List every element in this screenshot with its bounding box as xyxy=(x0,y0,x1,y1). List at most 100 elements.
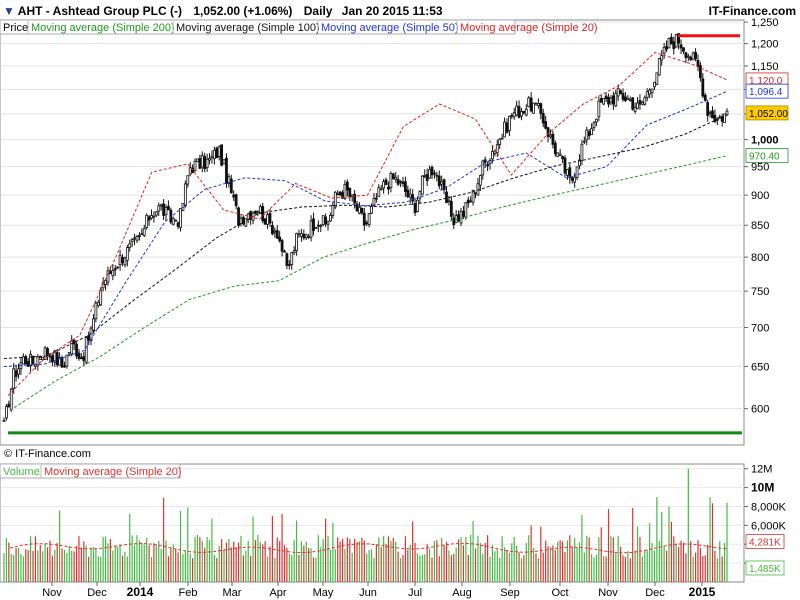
price-tick-label: 650 xyxy=(751,362,769,374)
candle-body xyxy=(486,164,490,167)
price-value-badge-text: 970.40 xyxy=(749,151,780,162)
candle-body xyxy=(495,144,499,154)
candle-body xyxy=(75,343,78,357)
candle-body xyxy=(215,147,219,159)
candle-body xyxy=(38,357,42,360)
candle-body xyxy=(648,89,652,95)
candle-body xyxy=(142,228,146,237)
candle-body xyxy=(459,210,463,224)
candle-body xyxy=(43,347,47,361)
candle-body xyxy=(626,97,630,100)
candle-body xyxy=(140,233,144,236)
candle-body xyxy=(254,210,257,214)
candle-body xyxy=(133,237,136,240)
candle-body xyxy=(341,192,344,199)
price-value-labels: 1,120.01,096.4 1,052.00 970.40 xyxy=(745,72,789,163)
candle-body xyxy=(677,33,681,44)
candle-body xyxy=(411,194,415,202)
price-tick-label: 850 xyxy=(751,220,769,232)
candle-body xyxy=(188,167,192,175)
candle-body xyxy=(287,264,291,267)
price-tick-label: 800 xyxy=(751,252,769,264)
candle-body xyxy=(483,159,487,163)
candle-body xyxy=(111,269,115,277)
candle-body xyxy=(292,250,296,254)
price-tick-label: 600 xyxy=(751,404,769,416)
volume-legend-item: Moving average (Simple 20) xyxy=(44,466,182,478)
candle-body xyxy=(691,52,695,61)
candle-body xyxy=(152,215,156,218)
header-bar xyxy=(0,0,800,20)
candle-body xyxy=(338,191,342,196)
candle-body xyxy=(55,352,59,366)
candle-body xyxy=(92,318,95,331)
candle-body xyxy=(336,193,340,196)
candle-body xyxy=(138,235,141,237)
candle-body xyxy=(26,361,30,367)
candle-body xyxy=(491,151,494,160)
volume-tick-label: 6,000K xyxy=(751,520,787,532)
time-tick-label: Jun xyxy=(359,587,377,599)
candle-body xyxy=(145,214,149,228)
candle-body xyxy=(582,140,586,143)
candle-body xyxy=(425,174,429,182)
candle-body xyxy=(164,207,168,216)
candle-body xyxy=(580,143,584,161)
candle-body xyxy=(532,102,535,114)
candle-body xyxy=(667,38,671,49)
candle-body xyxy=(653,81,656,88)
candle-body xyxy=(367,213,371,225)
candle-body xyxy=(314,227,318,230)
candle-body xyxy=(60,357,64,368)
candle-body xyxy=(220,144,224,166)
time-tick-label: Aug xyxy=(452,587,472,599)
candle-body xyxy=(362,212,366,226)
volume-legend-items: Volume Moving average (Simple 20) xyxy=(3,465,182,478)
sma-line-sma20 xyxy=(7,51,728,397)
candle-body xyxy=(365,222,369,225)
time-tick-label: Feb xyxy=(179,587,198,599)
time-tick-label: Apr xyxy=(269,587,286,599)
candle-body xyxy=(578,159,581,167)
candle-body xyxy=(628,99,632,102)
candle-body xyxy=(50,355,54,363)
candle-body xyxy=(321,215,325,225)
candle-body xyxy=(193,160,197,172)
candle-body xyxy=(104,280,107,285)
candle-body xyxy=(203,156,207,170)
candle-body xyxy=(266,214,269,225)
candle-body xyxy=(498,138,502,145)
candle-body xyxy=(413,203,417,214)
candle-body xyxy=(96,301,100,306)
price-tick-label: 950 xyxy=(751,162,769,174)
candle-body xyxy=(619,90,623,95)
candle-body xyxy=(227,176,231,184)
time-tick-label: Nov xyxy=(42,587,62,599)
candle-body xyxy=(159,204,163,207)
candle-body xyxy=(561,156,564,160)
candle-body xyxy=(174,219,178,222)
candle-body xyxy=(275,230,279,239)
candle-body xyxy=(449,200,453,217)
candle-body xyxy=(640,102,644,105)
price-legend-item: Moving average (Simple 20) xyxy=(460,22,598,34)
candle-body xyxy=(384,179,388,186)
candle-body xyxy=(65,354,69,367)
volume-bars xyxy=(3,468,728,582)
candle-body xyxy=(478,175,482,186)
candle-body xyxy=(280,240,284,252)
volume-tick-label: 10M xyxy=(751,481,774,495)
candle-body xyxy=(457,214,460,222)
candle-body xyxy=(239,217,243,225)
candle-body xyxy=(616,88,620,97)
candle-body xyxy=(244,218,248,227)
sma-line-sma100 xyxy=(3,114,728,359)
candle-body xyxy=(358,206,361,214)
time-tick-label: Dec xyxy=(645,587,665,599)
candle-body xyxy=(474,192,477,195)
candle-body xyxy=(370,205,373,214)
candle-body xyxy=(660,55,664,61)
candle-body xyxy=(297,233,301,236)
candle-body xyxy=(234,194,238,207)
candle-body xyxy=(256,210,260,213)
